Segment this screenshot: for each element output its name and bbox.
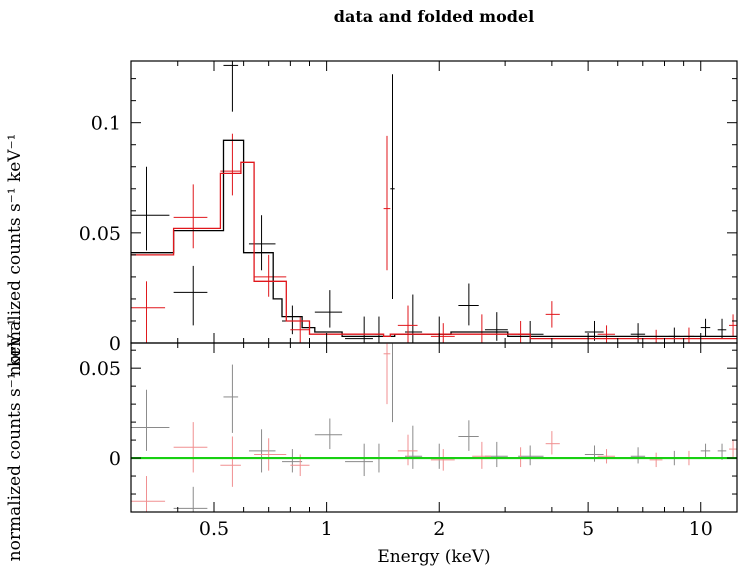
bottom-series-0-point-4 (282, 449, 303, 473)
top-model-step-3 (131, 161, 737, 340)
top-series-0-point-13 (518, 320, 544, 343)
top-series-1-point-13 (683, 327, 695, 343)
top-series-0-point-16 (668, 327, 680, 343)
top-series-0 (131, 61, 727, 343)
bottom-series-0-point-10 (426, 443, 451, 469)
bottom-series-1-point-14 (729, 440, 737, 459)
x-tick-label: 0.5 (199, 518, 229, 540)
y-tick-label: 0 (109, 333, 121, 355)
bottom-series-1-point-3 (254, 438, 287, 471)
bottom-series-1 (131, 343, 737, 512)
bottom-series-0-point-15 (630, 447, 646, 464)
bottom-series-0-point-17 (700, 443, 711, 459)
bottom-series-0-point-3 (248, 429, 276, 473)
top-series-1-point-3 (254, 254, 287, 297)
bottom-series-0-point-12 (484, 441, 508, 468)
top-series-0-point-8 (390, 74, 395, 299)
bottom-panel-frame (130, 342, 738, 513)
top-series-3 (131, 161, 737, 340)
bottom-series-0-point-5 (314, 418, 343, 450)
bottom-series-0-point-14 (584, 445, 604, 462)
top-series-0-point-1 (173, 265, 208, 326)
top-model-step-2 (131, 139, 737, 338)
top-panel-frame (130, 60, 738, 344)
top-series-1-point-8 (472, 314, 491, 343)
bottom-series-1-point-8 (472, 441, 491, 469)
y-axis-label-bottom: normalized counts s⁻¹ keV⁻¹ (5, 319, 25, 562)
y-axis-label-top: normalized counts s⁻¹ keV⁻¹ (5, 134, 25, 377)
bottom-series-1-point-12 (649, 452, 663, 468)
bottom-series-0-point-0 (131, 389, 170, 451)
bottom-series-1-point-11 (597, 449, 616, 464)
top-panel: 0 0.05 0.1 (79, 60, 738, 355)
top-series-0-point-2 (223, 61, 239, 112)
bottom-series-0-point-8 (392, 343, 394, 423)
top-series-0-point-18 (717, 318, 727, 339)
top-series-0-point-14 (584, 320, 604, 341)
top-series-1-point-9 (510, 320, 531, 343)
bottom-x-ticks (130, 343, 702, 512)
top-series-0-point-3 (248, 215, 276, 271)
bottom-y-ticks (131, 349, 737, 513)
x-tick-label: 2 (433, 518, 445, 540)
bottom-series-1-point-6 (397, 434, 418, 466)
top-x-ticks (130, 61, 702, 343)
y-tick-label: 0.1 (91, 113, 121, 135)
bottom-series-1-point-5 (383, 343, 391, 405)
top-series-1-point-10 (545, 301, 560, 328)
top-series-0-point-17 (700, 318, 711, 337)
top-series-0-point-0 (131, 166, 170, 251)
bottom-series-1-point-10 (545, 431, 560, 455)
y-tick-label: 0 (109, 448, 121, 470)
top-series-1 (131, 133, 737, 343)
bottom-series-0-point-13 (518, 445, 544, 466)
chart-title: data and folded model (334, 7, 534, 26)
top-series-0-point-7 (375, 316, 384, 343)
top-series-1-point-1 (173, 184, 208, 249)
top-series-0-point-5 (314, 290, 343, 328)
top-series-0-point-11 (458, 283, 479, 326)
top-series-1-point-7 (430, 323, 455, 343)
y-tick-label: 0.05 (79, 223, 121, 245)
x-tick-label: 1 (321, 518, 333, 540)
top-series-0-point-12 (484, 312, 508, 341)
bottom-series-0-point-11 (458, 420, 479, 451)
top-series-1-point-14 (729, 314, 737, 337)
top-series-2 (131, 139, 737, 338)
x-tick-label: 5 (582, 518, 594, 540)
top-series-1-point-11 (597, 325, 616, 343)
top-series-0-point-6 (345, 316, 373, 343)
bottom-series-0-point-2 (223, 364, 239, 433)
bottom-series-0-point-1 (173, 486, 208, 512)
x-axis-label: Energy (keV) (377, 547, 490, 567)
top-series-1-point-0 (131, 281, 166, 343)
x-tick-label: 10 (689, 518, 713, 540)
top-series-1-point-6 (397, 305, 418, 343)
bottom-series-0-point-6 (345, 443, 373, 477)
bottom-series-1-point-2 (220, 436, 241, 487)
top-y-ticks (131, 78, 737, 344)
bottom-series-1-point-7 (430, 449, 455, 471)
top-series-0-point-15 (630, 323, 646, 343)
bottom-series-0 (131, 343, 727, 512)
bottom-series-1-point-0 (131, 476, 166, 512)
top-series-1-point-5 (383, 135, 391, 271)
bottom-series-1-point-1 (173, 422, 208, 473)
bottom-panel: 0.5 1 2 5 10 0 0.05 (79, 342, 738, 540)
y-tick-label: 0.05 (79, 358, 121, 380)
